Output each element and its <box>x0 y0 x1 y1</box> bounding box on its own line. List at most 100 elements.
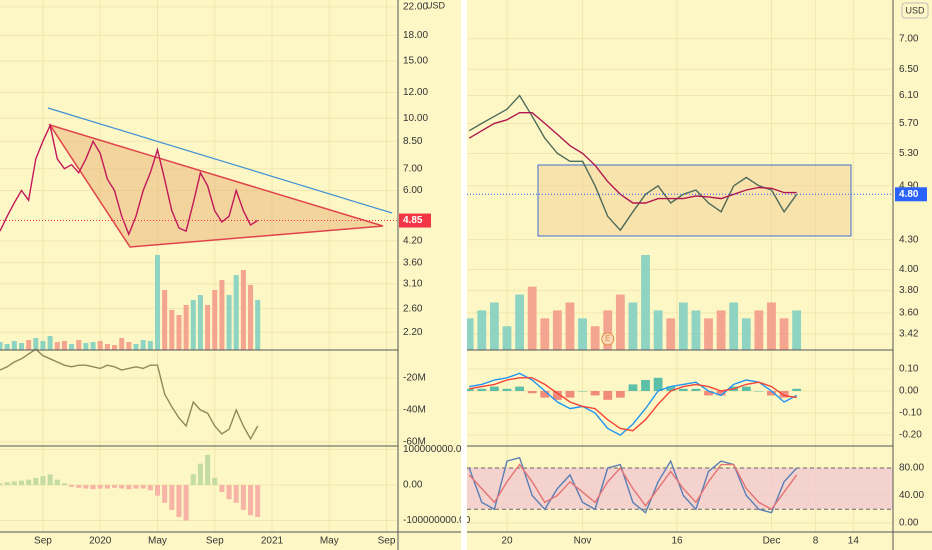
range-box <box>537 164 852 237</box>
y-tick-label: 0.00 <box>403 480 423 491</box>
y-tick-label: -60M <box>403 437 426 448</box>
volume-bar <box>18 343 24 350</box>
y-tick-label: 2.20 <box>403 327 423 338</box>
volume-bar <box>112 345 118 350</box>
y-tick-label: 4.20 <box>403 236 423 247</box>
histogram-bar <box>628 384 638 392</box>
y-tick-label: 18.00 <box>403 30 428 41</box>
histogram-bar <box>477 388 487 392</box>
grid <box>0 0 893 532</box>
y-tick-label: 7.00 <box>899 33 919 44</box>
volume-bar <box>477 310 487 350</box>
histogram-bar <box>104 484 110 489</box>
volume-bar <box>792 310 802 350</box>
y-tick-label: 4.00 <box>899 264 919 275</box>
x-tick-label: May <box>148 536 167 547</box>
band <box>467 467 893 510</box>
y-tick-label: 80.00 <box>899 463 924 474</box>
series-line <box>0 123 259 237</box>
x-tick-label: Sep <box>378 536 396 547</box>
histogram-bar <box>18 480 24 485</box>
volume-bar <box>119 338 125 350</box>
y-tick-label: 3.60 <box>403 257 423 268</box>
y-tick-label: 3.42 <box>899 329 919 340</box>
histogram-bar <box>527 391 537 394</box>
volume-bar <box>704 318 713 350</box>
histogram-bar <box>97 484 103 489</box>
volume-bar <box>716 310 726 350</box>
volume-bar <box>628 302 638 350</box>
volume-bar <box>90 342 96 350</box>
histogram-bar <box>552 391 562 400</box>
triangle-drawing <box>48 123 384 248</box>
histogram-bar <box>140 484 146 489</box>
volume-bar <box>565 302 575 350</box>
histogram-bar <box>4 482 10 485</box>
histogram-bar <box>212 477 218 485</box>
y-tick-label: 3.60 <box>899 308 919 319</box>
y-tick-label: 3.80 <box>899 285 919 296</box>
last-price-box <box>895 187 927 202</box>
histogram-bar <box>641 379 650 392</box>
series-line <box>468 94 798 232</box>
volume-bar <box>133 344 139 350</box>
histogram-bar <box>219 484 225 493</box>
histogram-bar <box>47 474 53 485</box>
histogram-bar <box>248 484 254 516</box>
histogram-bar <box>197 463 203 485</box>
volume-bar <box>212 290 218 350</box>
volume-bar <box>464 318 474 350</box>
volume-bar <box>527 286 537 350</box>
histogram-bar <box>578 391 587 392</box>
x-tick-label: Sep <box>206 536 224 547</box>
histogram-bar <box>540 391 550 398</box>
volume-bar <box>255 300 261 350</box>
volume-bar <box>515 294 524 350</box>
y-tick-label: 5.70 <box>899 118 919 129</box>
histogram-bar <box>779 391 789 398</box>
volume-bar <box>240 270 246 350</box>
volume-bar <box>205 305 211 350</box>
histogram-bar <box>226 484 232 500</box>
volume-bar <box>678 302 688 350</box>
y-tick-label: -0.10 <box>899 408 922 419</box>
histogram-bar <box>0 483 3 485</box>
trend-line <box>47 107 393 214</box>
volume-bar <box>641 255 650 350</box>
volume-bar <box>729 302 739 350</box>
histogram-bar <box>489 386 499 392</box>
histogram-bar <box>90 484 96 490</box>
series-line <box>469 372 798 436</box>
series-line <box>468 463 798 511</box>
volume-bar <box>162 290 168 350</box>
volume-bar <box>169 310 175 350</box>
volume-bar <box>183 305 189 350</box>
x-tick-label: 14 <box>848 536 860 547</box>
volume-bar <box>76 340 82 350</box>
volume-bar <box>248 285 254 350</box>
y-tick-label: -100000000.00 <box>403 515 471 526</box>
currency-label: USD <box>905 5 925 15</box>
volume-bar <box>11 341 17 350</box>
y-tick-label: 6.00 <box>403 185 423 196</box>
histogram-bar <box>154 484 160 496</box>
volume-bar <box>47 336 53 350</box>
histogram-bar <box>515 386 524 392</box>
y-tick-label: 15.00 <box>403 56 428 67</box>
volume-bar <box>4 344 10 350</box>
histogram-bar <box>112 484 118 488</box>
y-tick-label: 22.00 <box>403 2 428 13</box>
volume-bar <box>83 343 89 350</box>
histogram-bar <box>133 484 139 489</box>
last-price-box <box>399 213 431 228</box>
volume-bar <box>226 295 232 350</box>
y-tick-label: -40M <box>403 405 426 416</box>
histogram-bar <box>33 477 39 485</box>
divider <box>461 0 467 550</box>
x-tick-label: 8 <box>813 536 819 547</box>
volume-bar <box>40 341 46 350</box>
volume-bar <box>552 310 562 350</box>
volume-bar <box>767 302 776 350</box>
volume-bar <box>233 275 239 350</box>
